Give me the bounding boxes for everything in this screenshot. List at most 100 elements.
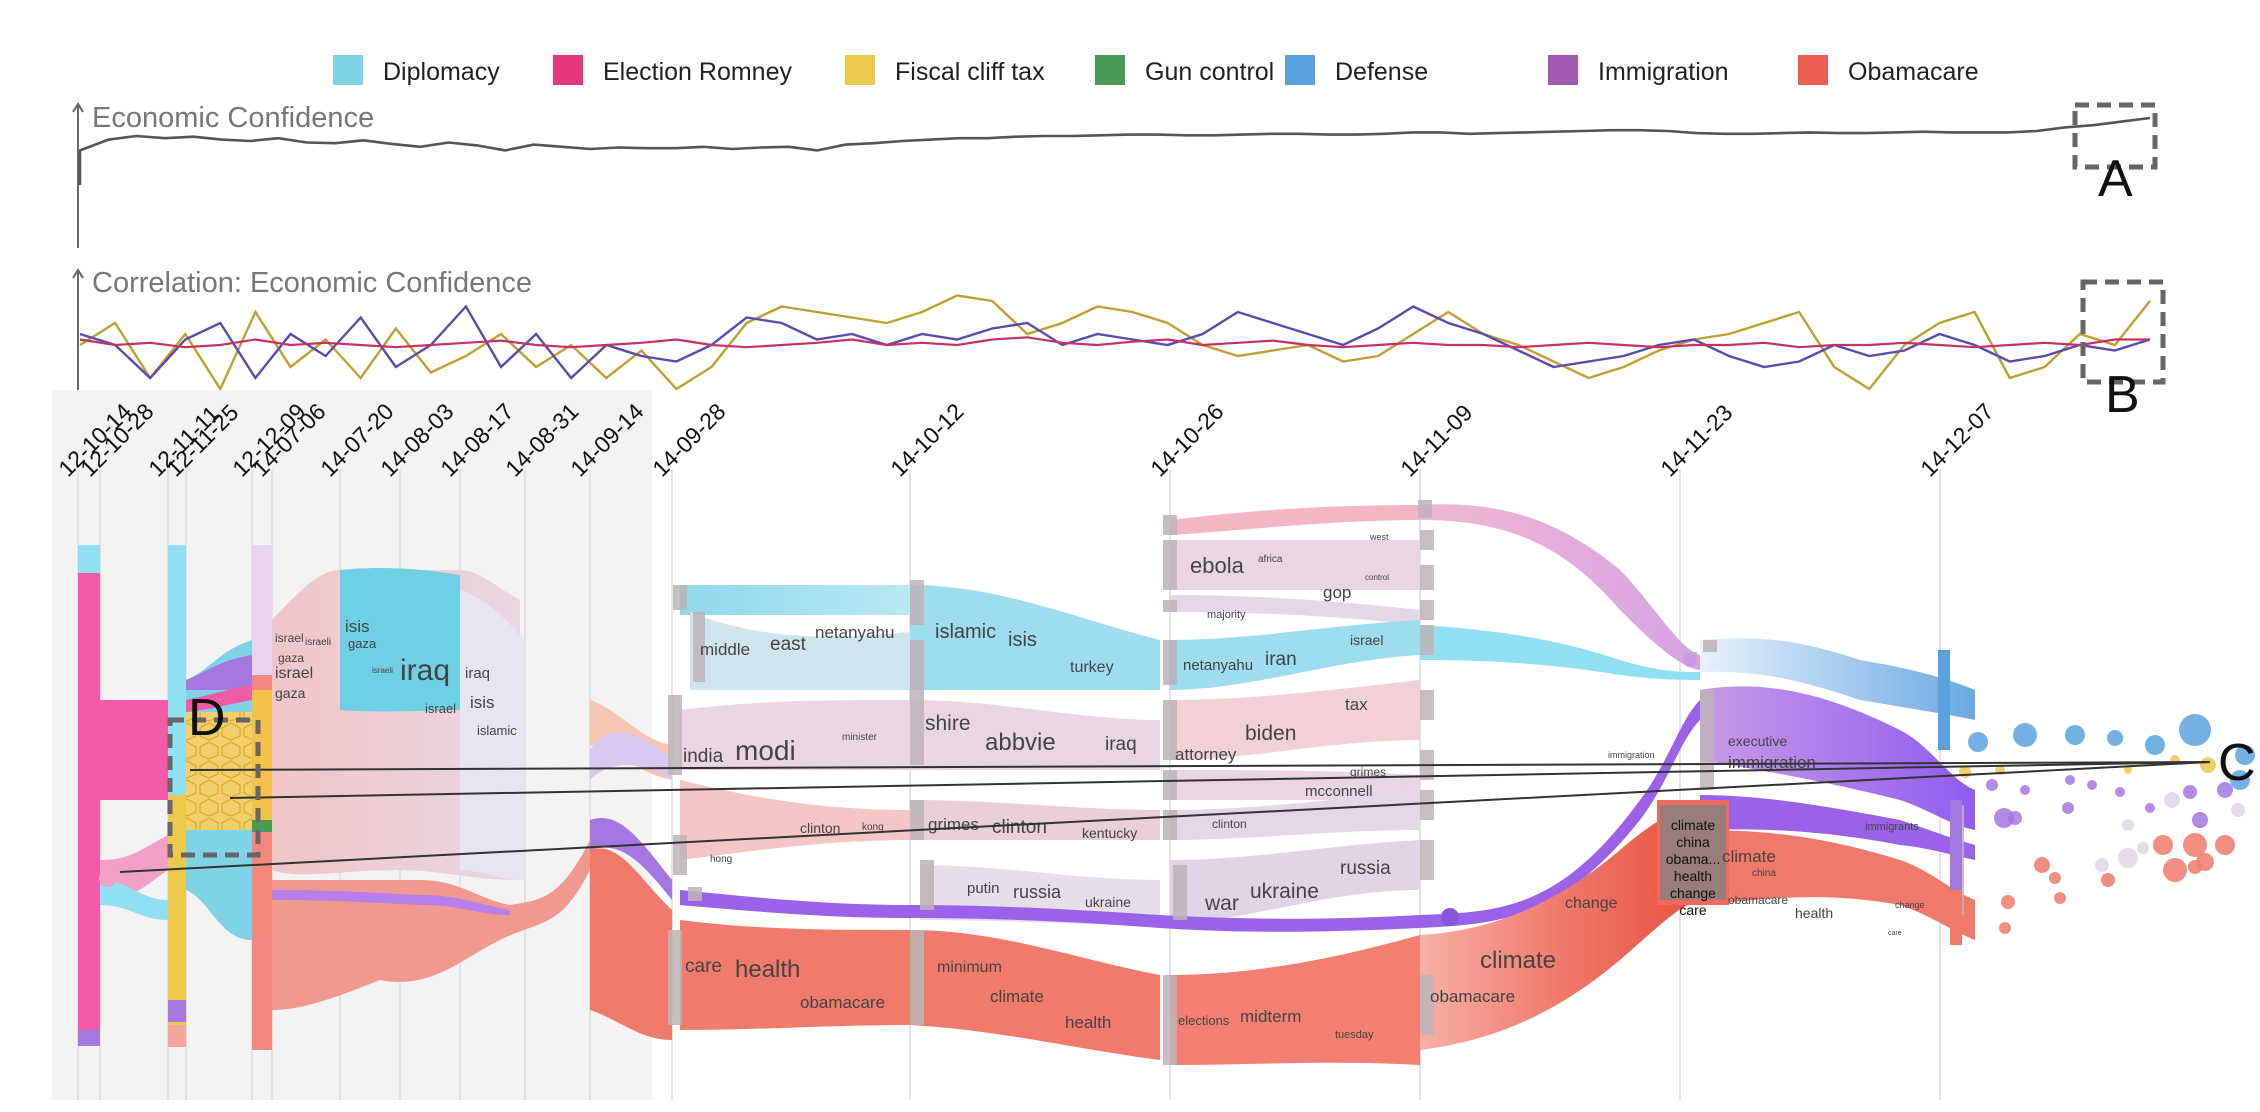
- stream-immigration-long: [680, 700, 1700, 932]
- stream-word-8: isis: [470, 693, 495, 712]
- climate-box-word-5: care: [1679, 902, 1706, 918]
- stream-word-60: tuesday: [1335, 1029, 1374, 1041]
- stream-word-62: climate: [1480, 947, 1556, 974]
- stream-word-43: kentucky: [1082, 825, 1137, 841]
- callout-c-label: C: [2218, 734, 2256, 792]
- stream-word-11: israel: [275, 665, 313, 682]
- date-label-16: 14-12-07: [1915, 398, 1998, 481]
- stream-word-58: elections: [1178, 1013, 1230, 1028]
- stream-immigration-flow: [186, 655, 252, 690]
- stream-defense: [1700, 638, 1975, 720]
- correlation-line-1: [79, 304, 2151, 381]
- stream-word-67: climate: [1722, 847, 1776, 866]
- bubble-40: [2001, 895, 2015, 909]
- stream-word-28: india: [683, 746, 724, 767]
- callout-box-d: [167, 717, 261, 858]
- stream-word-47: russia: [1013, 882, 1062, 902]
- stream-word-50: ukraine: [1250, 880, 1319, 903]
- bubble-1: [2013, 723, 2037, 747]
- stream-obamacare-right: [1700, 830, 1975, 940]
- stream-diplomacy-to-right: [1420, 625, 1700, 680]
- bubble-6: [2235, 745, 2255, 765]
- legend-label-3: Gun control: [1145, 58, 1274, 86]
- stream-to-immigration: [1420, 504, 1700, 670]
- stream-word-4: gaza: [348, 636, 377, 651]
- stream-immigration-bar: [168, 1000, 186, 1022]
- bubble-14: [2020, 785, 2030, 795]
- stream-ebola-top: [1170, 505, 1420, 535]
- stream-immigration-top: [252, 545, 272, 675]
- stream-word-68: china: [1752, 868, 1776, 879]
- bubble-4: [2145, 735, 2165, 755]
- bubble-41: [1999, 922, 2011, 934]
- legend-swatch-1: [553, 55, 583, 85]
- stream-diplomacy-top: [680, 585, 910, 615]
- stream-obamacare-flow: [272, 840, 590, 1010]
- stream-word-32: abbvie: [985, 729, 1056, 756]
- economic-title: Economic Confidence: [92, 102, 374, 134]
- stream-attorney-biden: [1170, 680, 1420, 760]
- bubble-0: [1968, 732, 1988, 752]
- stream-minimum-climate: [910, 930, 1160, 1060]
- bubble-18: [2183, 785, 2197, 799]
- stream-word-10: islamic: [477, 723, 517, 738]
- stream-word-19: ebola: [1190, 553, 1245, 578]
- stream-islamic-isis: [910, 585, 1160, 690]
- topic-streams: [78, 500, 1975, 1065]
- stream-word-40: kong: [862, 822, 884, 833]
- stream-word-15: netanyahu: [815, 623, 894, 642]
- stream-word-72: change: [1895, 900, 1925, 910]
- stream-word-26: iran: [1265, 649, 1297, 670]
- bubble-30: [2231, 803, 2245, 817]
- stream-word-70: health: [1795, 905, 1833, 921]
- stream-word-56: climate: [990, 987, 1044, 1006]
- economic-confidence-panel: Economic Confidence: [72, 102, 2151, 248]
- stream-word-54: obamacare: [800, 993, 885, 1012]
- bubble-21: [2062, 802, 2074, 814]
- stream-word-9: israel: [425, 701, 456, 716]
- legend-label-1: Election Romney: [603, 58, 792, 86]
- stream-obamacare-bar: [168, 1025, 186, 1047]
- fiscal-hex-cluster: [186, 712, 252, 830]
- stream-climate: [1420, 800, 1700, 1050]
- climate-box-word-4: change: [1670, 885, 1716, 901]
- stream-iraq-isis: [340, 567, 460, 712]
- correlation-line-2: [79, 336, 2150, 349]
- defense-node: [1938, 650, 1950, 750]
- stream-word-33: iraq: [1105, 734, 1137, 755]
- stream-word-0: israel: [275, 631, 304, 645]
- stream-word-35: biden: [1245, 722, 1296, 745]
- stream-gun-control-bar: [252, 820, 272, 832]
- stream-word-22: gop: [1323, 583, 1351, 602]
- stream-word-12: gaza: [275, 685, 306, 701]
- stream-grimes-clinton: [910, 800, 1160, 840]
- stream-immigration-thin: [272, 890, 510, 915]
- stream-word-69: obamacare: [1728, 893, 1788, 907]
- stream-fiscal-bar-2: [252, 690, 272, 830]
- bubble-27: [2118, 848, 2138, 868]
- legend-swatch-6: [1798, 55, 1828, 85]
- stream-word-1: gaza: [278, 651, 304, 665]
- stream-word-6: iraq: [400, 654, 450, 687]
- election-dot: [99, 869, 117, 887]
- stream-word-71: immigrants: [1865, 821, 1919, 833]
- date-label-15: 14-11-23: [1655, 399, 1737, 481]
- stream-word-52: care: [685, 956, 722, 977]
- callout-a-label: A: [2098, 150, 2133, 208]
- bubble-35: [2163, 858, 2187, 882]
- stream-word-63: change: [1565, 895, 1618, 912]
- stream-word-34: attorney: [1175, 745, 1237, 764]
- stream-immigration-right-thin: [1700, 795, 1975, 860]
- stream-word-17: isis: [1008, 629, 1037, 651]
- stream-war-ukraine: [1170, 840, 1420, 925]
- stream-word-2: isis: [345, 617, 370, 636]
- stream-word-25: netanyahu: [1183, 657, 1253, 674]
- stream-care-health: [680, 920, 910, 1030]
- date-label-14: 14-11-09: [1395, 399, 1477, 481]
- stream-word-46: putin: [967, 880, 1000, 897]
- legend: Diplomacy Election Romney Fiscal cliff tax…: [333, 55, 1979, 86]
- bubble-3: [2107, 730, 2123, 746]
- callout-box-a: [2072, 102, 2158, 170]
